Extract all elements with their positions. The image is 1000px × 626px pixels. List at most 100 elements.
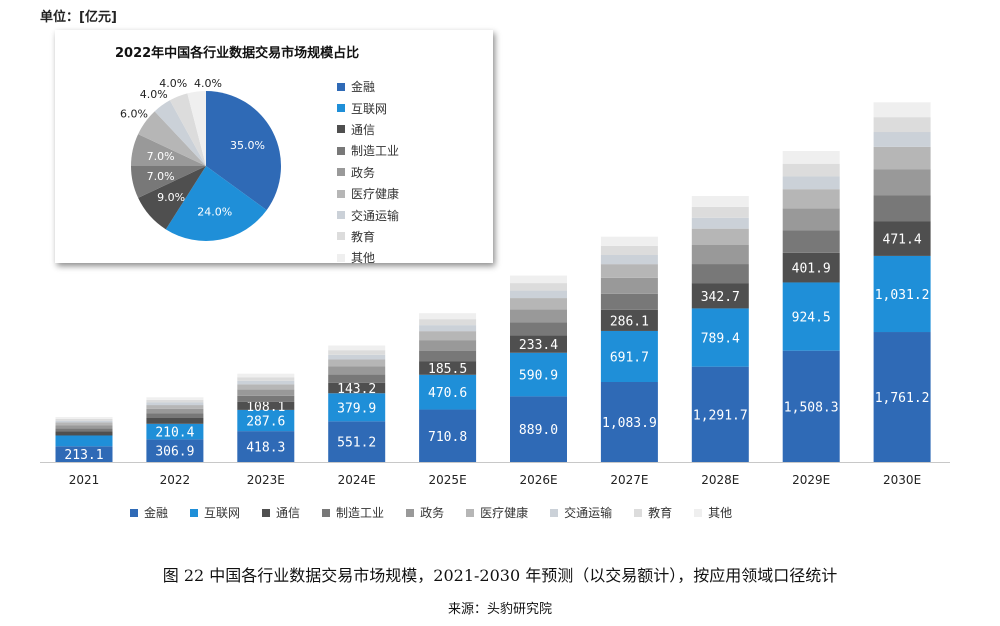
bar-segment [237,380,295,385]
bar-segment [510,309,567,323]
data-label: 691.7 [610,350,649,365]
x-tick-label: 2025E [429,473,467,487]
pie-label: 9.0% [157,191,185,204]
bar-segment [419,325,477,332]
legend-label: 其他 [351,251,376,266]
bar-segment [782,189,840,209]
bar-segment [419,409,477,462]
legend-swatch [337,104,345,113]
bar-segment [237,409,295,432]
pie-legend-item: 互联网 [337,97,399,118]
legend-label: 制造工业 [336,506,385,520]
bar-segment [691,244,749,265]
legend-swatch [406,508,415,517]
pie-title: 2022年中国各行业数据交易市场规模占比 [115,46,360,61]
pie-chart: 35.0%24.0%9.0%7.0%7.0%6.0%4.0%4.0% 4.0% [120,77,281,241]
figure-caption: 图 22 中国各行业数据交易市场规模，2021-2030 年预测（以交易额计），… [162,566,838,585]
bar-segment [55,446,113,462]
data-label: 1,508.3 [784,400,839,415]
legend-swatch [337,211,345,220]
bar-segment [600,293,658,310]
legend-label: 其他 [708,506,733,520]
legend-label: 金融 [144,506,169,520]
bar-segment [419,361,477,375]
pie-label: 7.0% [147,150,175,163]
x-tick-label: 2030E [883,473,921,487]
bar-segment [510,298,567,310]
bar-segment [419,340,477,351]
x-tick-label: 2028E [701,473,739,487]
legend-label: 通信 [351,122,376,137]
bar-segment [237,401,295,410]
bar-segment [600,330,658,383]
legend-swatch [550,508,559,517]
x-tick-label: 2021 [69,473,100,487]
bar-segment [782,208,840,231]
bar-segment [328,345,386,351]
data-label: 342.7 [701,290,740,305]
pie-slice [131,134,206,166]
bar-segment [328,366,386,375]
data-label: 287.6 [246,415,285,430]
bar-segment [782,252,840,283]
legend-label: 医疗健康 [480,506,529,520]
bar-segment [146,402,204,406]
bar-segment [691,217,749,229]
pie-label: 4.0% [159,77,187,90]
bar-segment [419,350,477,362]
bar-segment [237,384,295,390]
legend-label: 制造工业 [351,144,400,159]
bar-segment [55,428,113,432]
bar-segment [782,151,840,164]
pie-slice [131,166,206,198]
bar-segment [146,413,204,419]
bar-segment [55,422,113,426]
pie-legend-item: 制造工业 [337,140,399,161]
data-label: 185.5 [428,362,467,377]
x-tick-label: 2023E [247,473,285,487]
bar-segment [873,255,931,333]
data-label: 1,083.9 [602,416,657,431]
pie-label: 4.0% [140,88,168,101]
data-label: 379.9 [337,401,376,416]
bar-segment [237,389,295,396]
bar-segment [328,393,386,422]
bar-segment [782,350,840,462]
pie-label: 24.0% [197,206,232,219]
data-label: 789.4 [701,332,740,347]
legend-swatch [130,508,138,517]
bar-segment [600,245,658,255]
legend-swatch [694,508,703,517]
bar-segment [146,405,204,409]
legend-item: 交通运输 [550,504,612,521]
legend-swatch [466,508,475,517]
legend-item: 教育 [634,504,672,521]
x-tick-label: 2029E [792,473,830,487]
pie-slice [138,111,206,166]
data-label: 889.0 [519,423,558,438]
pie-inset: 2022年中国各行业数据交易市场规模占比 35.0% 24.0% 9.0% 7.0% 7… [55,30,493,266]
bar-segment [510,396,567,462]
pie-slice [187,91,206,166]
legend-item: 互联网 [190,504,240,521]
pie-label: 6.0% [120,108,148,121]
data-label: 233.4 [519,338,558,353]
pie-slice [165,166,267,241]
bar-segment [691,228,749,245]
data-label: 471.4 [883,233,922,248]
bar-segment [510,283,567,291]
bar-segment [146,423,204,440]
legend-label: 交通运输 [564,506,613,520]
pie-slice [169,93,206,166]
bar-segment [328,350,386,355]
bar-segment [328,374,386,383]
pie-slice [138,166,206,230]
bar-segment [55,425,113,429]
bar-segment [510,275,567,284]
pie-label: 7.0% [147,170,175,183]
legend-swatch [337,125,345,134]
bar-segment [873,102,931,118]
bar-segment [55,435,113,447]
data-label: 143.2 [337,382,376,397]
